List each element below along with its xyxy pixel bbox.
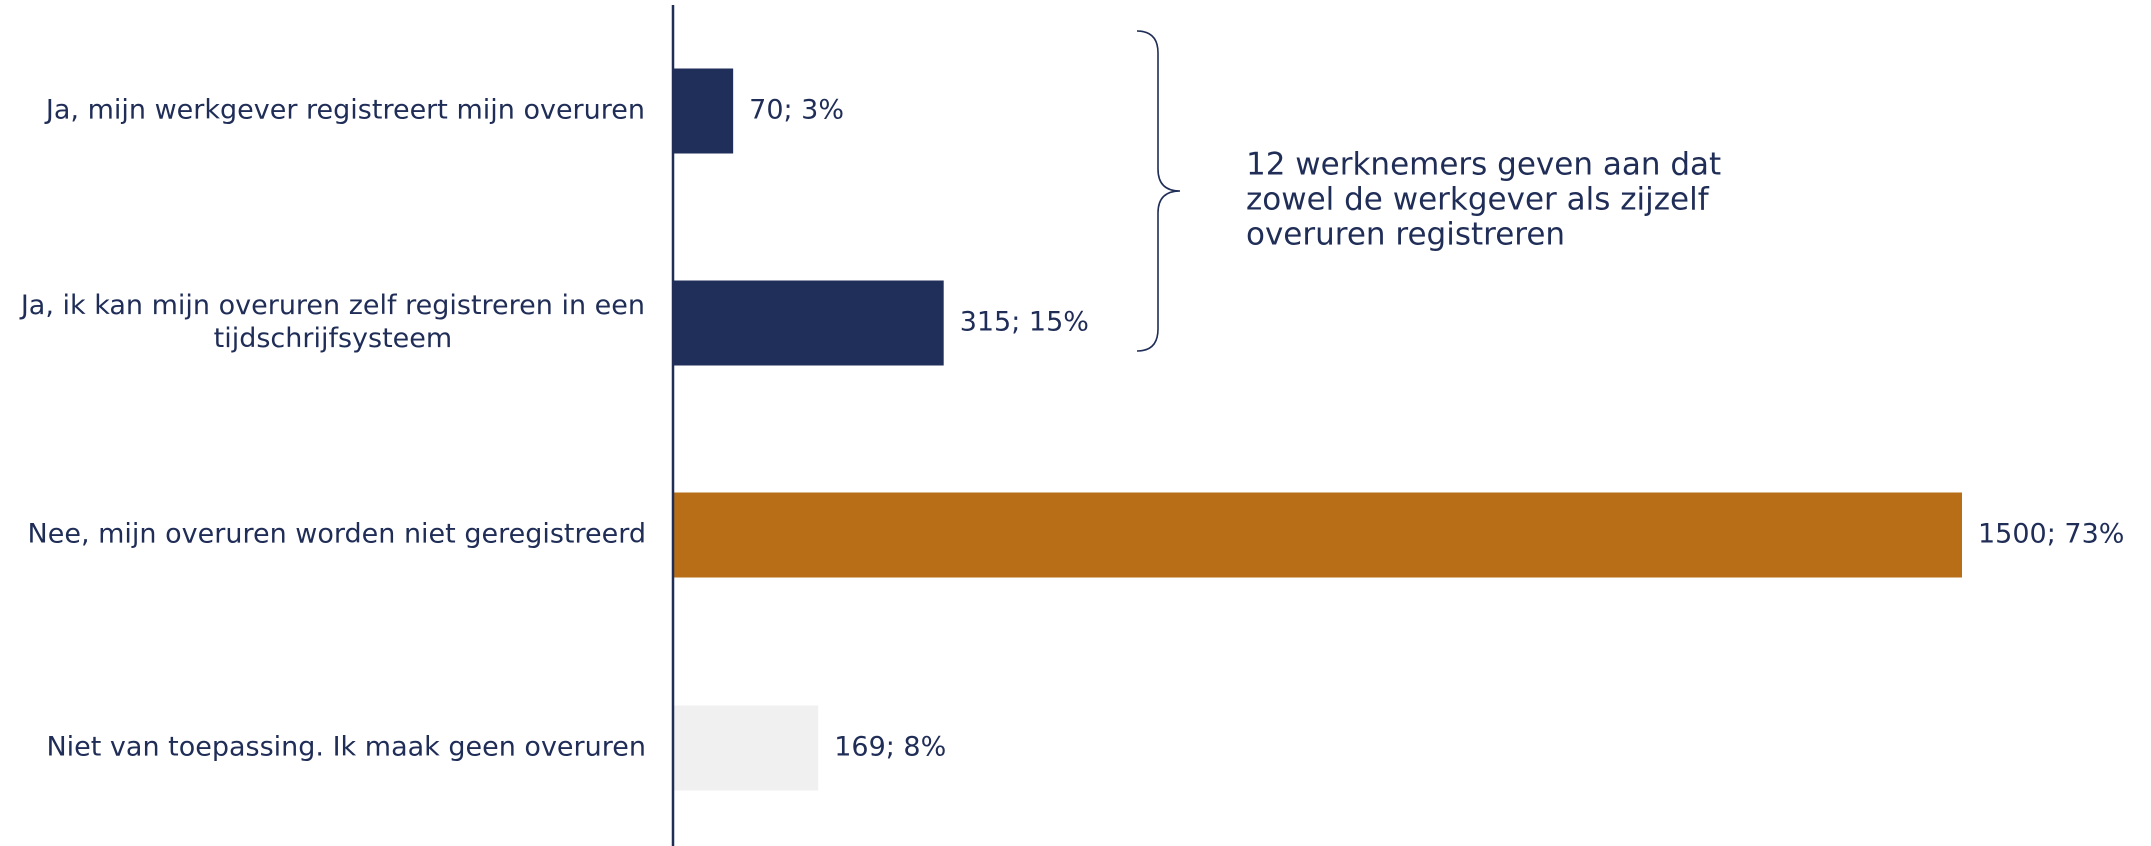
category-label-3: Nee, mijn overuren worden niet geregistr… [28, 519, 646, 550]
data-label-4: 169; 8% [834, 732, 946, 763]
data-label-2: 315; 15% [960, 307, 1089, 338]
bar-4 [673, 705, 819, 791]
bar-3 [673, 492, 1962, 578]
annotation-line: 12 werknemers geven aan dat [1246, 147, 1721, 183]
category-labels: Ja, mijn werkgever registreert mijn over… [19, 95, 646, 763]
annotation-line: overuren registreren [1246, 217, 1565, 253]
annotation-line: zowel de werkgever als zijzelf [1246, 182, 1710, 218]
category-label-1: Ja, mijn werkgever registreert mijn over… [44, 95, 645, 126]
category-label-line: Ja, ik kan mijn overuren zelf registrere… [19, 290, 645, 321]
category-label-line: Niet van toepassing. Ik maak geen overur… [46, 732, 646, 763]
category-label-4: Niet van toepassing. Ik maak geen overur… [46, 732, 646, 763]
category-label-line: tijdschrijfsysteem [214, 323, 453, 354]
data-label-1: 70; 3% [749, 95, 844, 126]
category-label-line: Nee, mijn overuren worden niet geregistr… [28, 519, 646, 550]
annotation-brace [1136, 30, 1181, 352]
bar-group [673, 68, 1962, 791]
data-label-3: 1500; 73% [1978, 519, 2124, 550]
data-labels: 70; 3% 315; 15% 1500; 73% 169; 8% [749, 95, 2124, 763]
bar-2 [673, 280, 944, 366]
category-label-2: Ja, ik kan mijn overuren zelf registrere… [19, 290, 645, 354]
category-label-line: Ja, mijn werkgever registreert mijn over… [44, 95, 645, 126]
bar-1 [673, 68, 734, 154]
annotation-text: 12 werknemers geven aan dat zowel de werk… [1246, 147, 1721, 253]
